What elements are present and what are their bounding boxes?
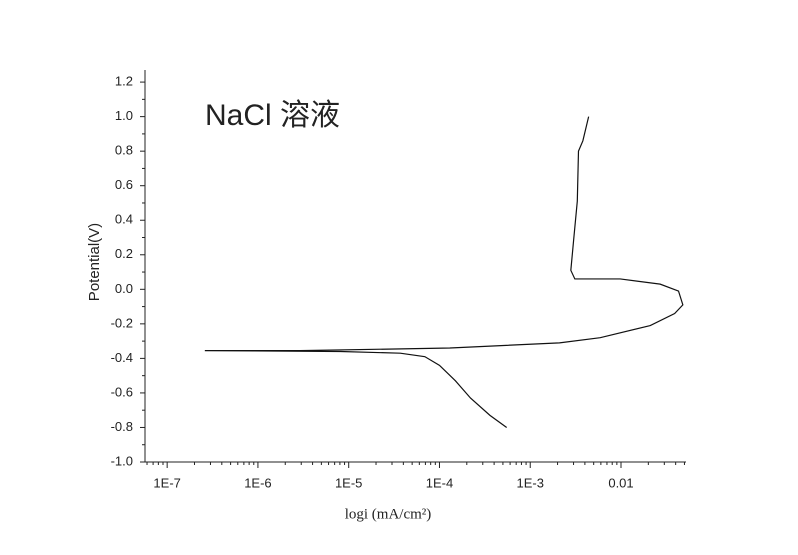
y-tick-label: -0.4 [111,350,133,365]
x-tick-label: 1E-3 [517,475,544,490]
chart-title: NaCl 溶液 [205,99,340,132]
x-tick-label: 0.01 [608,475,633,490]
x-tick-label: 1E-6 [244,475,271,490]
y-tick-label: 0.0 [115,281,133,296]
y-tick-label: 1.2 [115,74,133,89]
x-axis-label: logi (mA/cm²) [345,506,432,522]
y-tick-label: 0.2 [115,246,133,261]
x-tick-label: 1E-4 [426,475,453,490]
x-tick-label: 1E-7 [153,475,180,490]
y-tick-label: -0.6 [111,384,133,399]
y-axis-label: Potential(V) [86,223,103,301]
y-tick-label: -1.0 [111,453,133,468]
y-tick-label: -0.2 [111,315,133,330]
y-tick-label: 1.0 [115,108,133,123]
y-tick-label: -0.8 [111,419,133,434]
y-tick-label: 0.4 [115,212,133,227]
curve [204,116,684,428]
x-tick-label: 1E-5 [335,475,362,490]
y-tick-label: 0.8 [115,143,133,158]
y-tick-label: 0.6 [115,177,133,192]
